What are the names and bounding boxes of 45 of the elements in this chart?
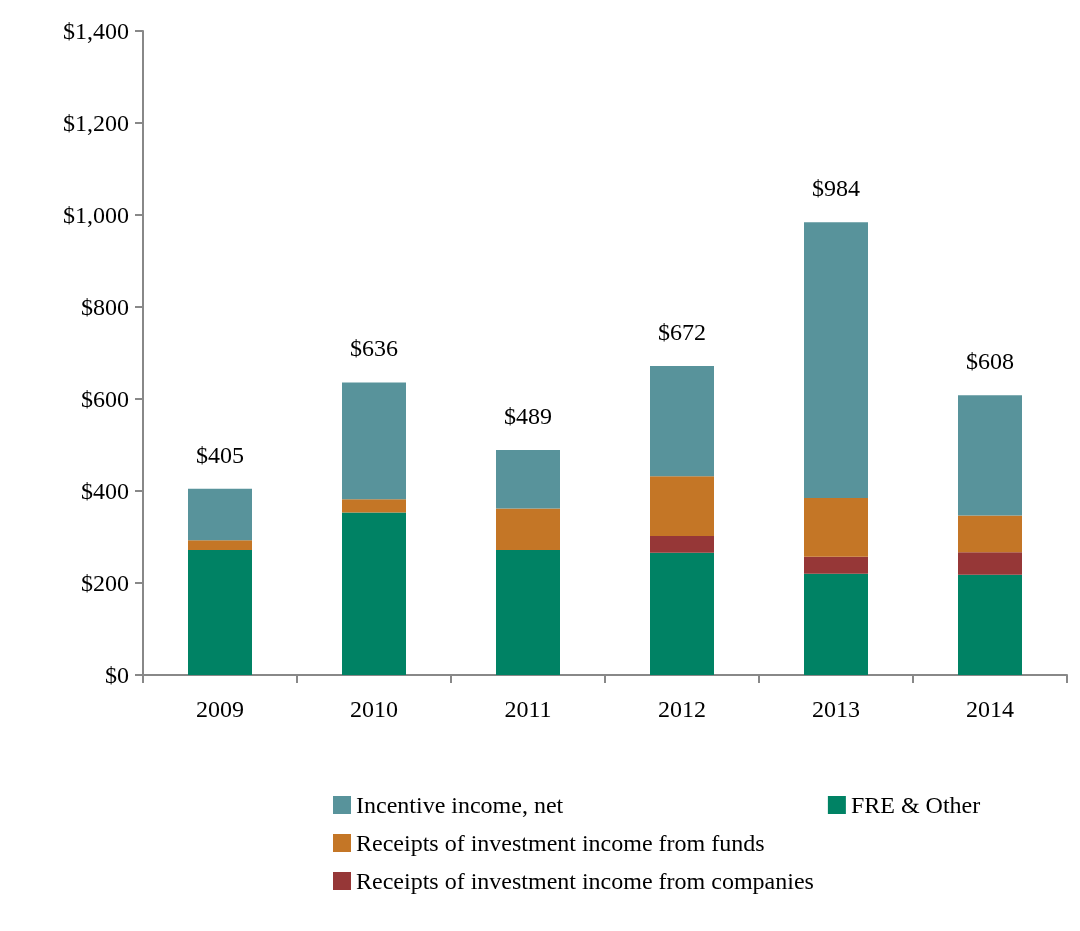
legend-label: Receipts of investment income from companies — [356, 868, 814, 894]
y-tick-label: $1,400 — [63, 18, 129, 44]
y-tick-label: $800 — [81, 294, 129, 320]
x-tick-label: 2009 — [196, 696, 244, 722]
bar — [804, 222, 868, 498]
bar — [496, 549, 560, 675]
x-tick-label: 2014 — [966, 696, 1014, 722]
bar — [804, 573, 868, 675]
y-tick-label: $0 — [105, 662, 129, 688]
bar — [342, 499, 406, 513]
legend-label: Receipts of investment income from funds — [356, 830, 765, 856]
bar — [496, 508, 560, 550]
x-tick-label: 2010 — [350, 696, 398, 722]
x-tick-label: 2012 — [658, 696, 706, 722]
y-tick-label: $600 — [81, 386, 129, 412]
total-label: $672 — [658, 318, 706, 345]
bar — [958, 552, 1022, 575]
total-label: $405 — [196, 441, 244, 468]
y-tick-label: $1,000 — [63, 202, 129, 228]
bar — [958, 574, 1022, 675]
bar — [804, 497, 868, 557]
bar — [958, 395, 1022, 516]
bar — [188, 540, 252, 550]
total-label: $636 — [350, 335, 398, 362]
bar — [342, 512, 406, 675]
bar — [342, 382, 406, 500]
bar — [650, 365, 714, 477]
y-tick-label: $400 — [81, 478, 129, 504]
legend-label: Incentive income, net — [356, 792, 564, 818]
bar — [958, 515, 1022, 553]
x-tick-label: 2011 — [504, 696, 552, 722]
bar — [650, 476, 714, 537]
legend-label: FRE & Other — [850, 792, 981, 818]
total-label: $489 — [504, 403, 552, 430]
bar — [188, 488, 252, 541]
bar — [650, 552, 714, 675]
bar — [188, 549, 252, 675]
bar — [496, 450, 560, 509]
total-label: $608 — [966, 348, 1014, 375]
bar — [804, 556, 868, 574]
bar — [650, 536, 714, 553]
y-tick-label: $200 — [81, 570, 129, 596]
y-tick-label: $1,200 — [63, 110, 129, 136]
total-label: $984 — [812, 175, 860, 202]
x-tick-label: 2013 — [812, 696, 860, 722]
